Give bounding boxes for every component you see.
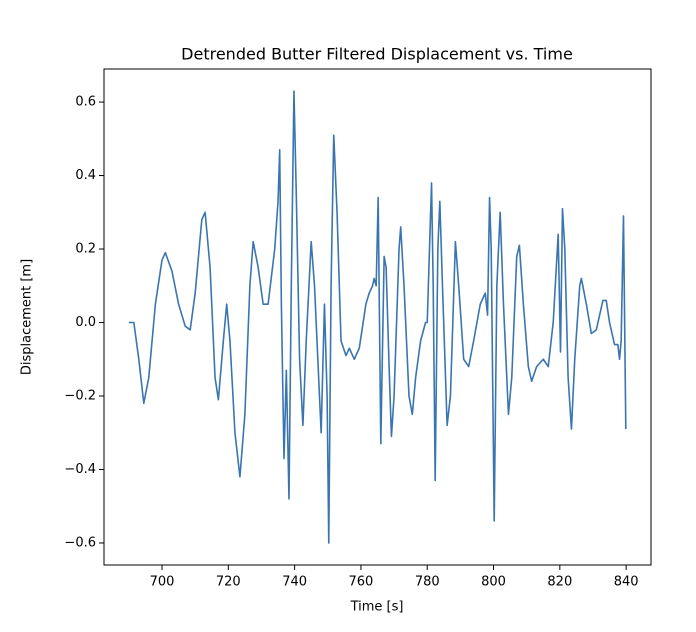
y-tick-label: −0.4 (64, 462, 96, 477)
x-tick-label: 820 (547, 575, 572, 590)
x-tick-label: 800 (481, 575, 506, 590)
x-axis-label: Time [s] (350, 600, 404, 615)
y-tick-label: 0.0 (75, 315, 96, 330)
y-axis-label: Displacement [m] (20, 259, 35, 375)
plot-frame (103, 68, 652, 566)
x-tick-label: 760 (349, 575, 374, 590)
x-tick-label: 740 (282, 575, 307, 590)
y-tick-label: −0.6 (64, 535, 96, 550)
x-tick-label: 840 (614, 575, 639, 590)
x-tick-label: 700 (150, 575, 175, 590)
y-tick-label: 0.4 (75, 168, 96, 183)
y-tick-label: 0.2 (75, 242, 96, 257)
x-tick-label: 780 (415, 575, 440, 590)
y-tick-label: 0.6 (75, 95, 96, 110)
chart-title: Detrended Butter Filtered Displacement v… (181, 45, 573, 64)
data-line (128, 90, 627, 544)
y-tick-label: −0.2 (64, 388, 96, 403)
x-tick-label: 720 (216, 575, 241, 590)
